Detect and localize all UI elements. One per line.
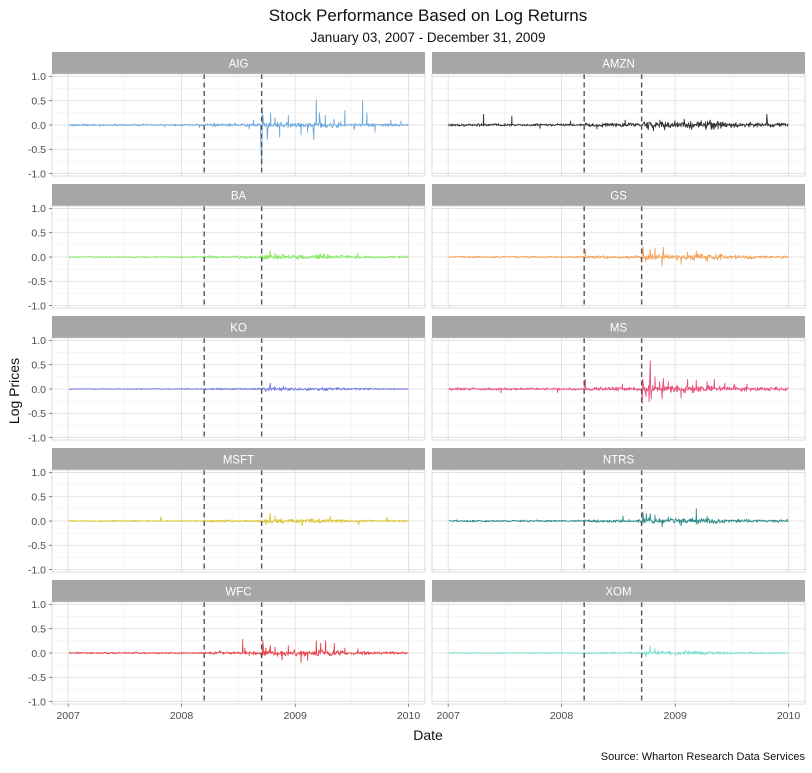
y-tick-label: -0.5 — [28, 276, 46, 288]
facet-label: XOM — [605, 587, 631, 599]
series-line-ntrs — [448, 508, 789, 528]
x-tick-label: 2010 — [397, 710, 421, 722]
facet-panel-ntrs: NTRS — [431, 448, 806, 573]
y-tick-label: 0.0 — [31, 384, 46, 396]
x-tick-label: 2009 — [663, 710, 687, 722]
facet-strip — [52, 448, 425, 470]
facet-strip — [52, 580, 425, 602]
chart-title: Stock Performance Based on Log Returns — [269, 6, 587, 25]
facet-label: MS — [610, 323, 628, 335]
facet-strip — [52, 184, 425, 206]
facet-panel-xom: XOM 2007 2008 2009 2010 — [431, 580, 806, 722]
y-tick-label: 0.0 — [31, 120, 46, 132]
facet-panel-aig: AIG 1.0 0.5 0.0 -0.5 -1.0 — [28, 52, 426, 180]
facet-panel-wfc: WFC 1.0 0.5 0.0 -0.5 -1.0 2007 2008 2009 2010 — [28, 580, 426, 722]
facet-strip — [432, 448, 805, 470]
facet-strip — [432, 52, 805, 74]
series-line-xom — [448, 645, 789, 658]
facet-label: AIG — [229, 59, 249, 71]
y-tick-label: 0.5 — [31, 492, 46, 504]
facet-strip — [432, 580, 805, 602]
facet-label: MSFT — [223, 455, 254, 467]
facet-strip — [432, 316, 805, 338]
facet-panel-ko: KO 1.0 0.5 0.0 -0.5 -1.0 — [28, 316, 426, 444]
chart-subtitle: January 03, 2007 - December 31, 2009 — [311, 30, 546, 45]
x-tick-label: 2007 — [56, 710, 80, 722]
y-tick-label: -0.5 — [28, 672, 46, 684]
y-tick-label: -0.5 — [28, 144, 46, 156]
y-tick-label: -1.0 — [28, 300, 46, 312]
y-tick-label: 1.0 — [31, 335, 46, 347]
series-line-aig — [68, 99, 409, 167]
facet-panel-msft: MSFT 1.0 0.5 0.0 -0.5 -1.0 — [28, 448, 426, 576]
facet-label: NTRS — [603, 455, 635, 467]
panel-border — [431, 73, 806, 177]
panel-border — [431, 469, 806, 573]
y-tick-label: 0.0 — [31, 252, 46, 264]
panel-border — [431, 337, 806, 441]
y-tick-label: -1.0 — [28, 696, 46, 708]
facet-label: WFC — [225, 587, 251, 599]
facet-label: AMZN — [602, 59, 635, 71]
x-tick-label: 2009 — [283, 710, 307, 722]
y-tick-label: 1.0 — [31, 71, 46, 83]
series-line-wfc — [68, 638, 409, 664]
x-tick-label: 2008 — [550, 710, 574, 722]
y-tick-label: -0.5 — [28, 408, 46, 420]
facet-panel-amzn: AMZN — [431, 52, 806, 177]
series-line-ms — [448, 360, 789, 405]
series-line-ba — [68, 250, 409, 261]
series-line-msft — [68, 513, 409, 527]
x-tick-label: 2008 — [170, 710, 194, 722]
series-line-ko — [68, 382, 409, 392]
y-tick-label: 0.0 — [31, 516, 46, 528]
chart-caption: Source: Wharton Research Data Services — [601, 751, 806, 763]
y-tick-label: 0.5 — [31, 624, 46, 636]
y-tick-label: 0.5 — [31, 228, 46, 240]
facet-panel-gs: GS — [431, 184, 806, 309]
y-tick-label: 1.0 — [31, 467, 46, 479]
facet-label: BA — [231, 191, 247, 203]
facet-strip — [52, 52, 425, 74]
y-tick-label: -1.0 — [28, 564, 46, 576]
series-line-gs — [448, 245, 789, 267]
x-tick-label: 2007 — [436, 710, 460, 722]
y-tick-label: -0.5 — [28, 540, 46, 552]
y-tick-label: 1.0 — [31, 599, 46, 611]
facet-panel-ba: BA 1.0 0.5 0.0 -0.5 -1.0 — [28, 184, 426, 312]
y-tick-label: 1.0 — [31, 203, 46, 215]
facet-panels: AIG 1.0 0.5 0.0 -0.5 -1.0 AMZN BA 1.0 0.5 0.0 -0.5 -… — [28, 52, 806, 722]
facet-strip — [432, 184, 805, 206]
panel-border — [431, 205, 806, 309]
y-tick-label: -1.0 — [28, 432, 46, 444]
series-line-amzn — [448, 113, 789, 132]
y-tick-label: 0.0 — [31, 648, 46, 660]
facet-strip — [52, 316, 425, 338]
y-tick-label: 0.5 — [31, 360, 46, 372]
y-axis-title: Log Prices — [6, 358, 22, 424]
y-tick-label: 0.5 — [31, 96, 46, 108]
facet-label: KO — [230, 323, 247, 335]
x-axis-title: Date — [413, 727, 443, 743]
facet-label: GS — [610, 191, 627, 203]
x-tick-label: 2010 — [777, 710, 801, 722]
facet-panel-ms: MS — [431, 316, 806, 441]
y-tick-label: -1.0 — [28, 168, 46, 180]
panel-border — [431, 601, 806, 705]
